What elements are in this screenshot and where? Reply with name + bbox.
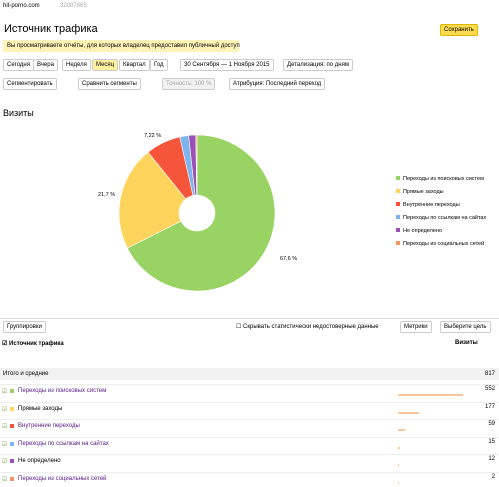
- date-range[interactable]: 30 Сентября — 1 Ноября 2015: [180, 59, 274, 71]
- legend-label: Прямые заходы: [403, 189, 444, 195]
- legend-swatch: [396, 228, 400, 232]
- total-label: Итого и средние: [3, 371, 49, 377]
- row-bar: [398, 394, 463, 396]
- total-value: 817: [484, 371, 495, 377]
- row-checkbox[interactable]: ☑: [2, 459, 8, 466]
- row-icon: [10, 406, 14, 411]
- goal[interactable]: Выберите цель: [440, 321, 491, 333]
- column-header-text: Источник трафика: [9, 341, 64, 347]
- row-icon: [10, 389, 14, 393]
- row-name[interactable]: Переходы по ссылкам на сайтах: [18, 440, 109, 447]
- row-value: 12: [488, 456, 495, 463]
- row-bar: [398, 411, 419, 414]
- row-icon: [10, 441, 14, 446]
- row-checkbox[interactable]: ☑: [2, 424, 8, 431]
- period-button[interactable]: Сегодня: [3, 59, 34, 71]
- donut-slice: [118, 151, 187, 249]
- row-value: 177: [484, 403, 495, 410]
- donut-label: 21,7 %: [98, 192, 115, 198]
- total-row: [0, 368, 499, 380]
- attribution[interactable]: Атрибуция: Последний переход: [229, 78, 326, 90]
- segment[interactable]: Сегментировать: [3, 78, 57, 90]
- legend-label: Переходы по ссылкам на сайтах: [403, 214, 486, 221]
- row-line: [0, 454, 499, 456]
- hide-label: Скрывать статистически недостоверные дан…: [243, 324, 379, 330]
- period-button[interactable]: Неделя: [62, 59, 91, 71]
- row-value: 59: [488, 421, 495, 428]
- row-checkbox[interactable]: ☑: [2, 406, 8, 413]
- row-name[interactable]: Переходы из социальных сетей: [18, 476, 107, 482]
- legend-swatch: [396, 241, 400, 245]
- row-checkbox[interactable]: ☑: [2, 441, 8, 448]
- row-value: 2: [491, 474, 495, 480]
- period-button[interactable]: Год: [150, 59, 168, 71]
- period-button[interactable]: Месяц: [92, 59, 119, 71]
- row-icon: [10, 477, 14, 481]
- row-icon: [10, 459, 14, 464]
- row-line: [0, 436, 499, 438]
- groupings[interactable]: Группировки: [3, 321, 46, 333]
- row-value: 15: [488, 438, 495, 445]
- donut-slice: [126, 134, 276, 292]
- row-checkbox[interactable]: ☑: [2, 389, 8, 395]
- metrics[interactable]: Метрики: [400, 321, 432, 333]
- legend-label: Переходы из социальных сетей: [403, 240, 484, 247]
- site[interactable]: hit-porno.com: [3, 3, 40, 9]
- row-name[interactable]: Прямые заходы: [18, 405, 63, 412]
- row-name[interactable]: Внутренние переходы: [18, 423, 80, 430]
- hide-unreliable[interactable]: ☐ Скрывать статистически недостоверные д…: [236, 324, 379, 330]
- legend-swatch: [396, 215, 400, 219]
- row-name[interactable]: Переходы из поисковых систем: [18, 388, 107, 394]
- row-icon: [10, 424, 14, 429]
- donut-chart: Переходы из поисковых систем Прямые заход…: [98, 133, 486, 292]
- row-line: [0, 472, 499, 473]
- row-name[interactable]: Не определено: [18, 458, 61, 465]
- row-bar: [398, 464, 400, 467]
- accuracy[interactable]: Точность: 100 %: [162, 78, 216, 90]
- legend-swatch: [396, 189, 400, 193]
- legend-swatch: [396, 176, 400, 180]
- save-button[interactable]: Сохранить: [440, 24, 478, 36]
- notice: Вы просматриваете отчёты, для которых вл…: [3, 40, 240, 52]
- row-line: [0, 401, 499, 403]
- counter: 32087865: [60, 3, 87, 9]
- legend-label: Не определено: [403, 228, 442, 234]
- row-bar: [398, 446, 400, 449]
- row-line: [0, 384, 499, 385]
- donut-slice: [195, 134, 198, 196]
- column-header: ☑ Источник трафика: [2, 341, 64, 347]
- legend-swatch: [396, 202, 400, 206]
- metric-header: Визиты: [455, 340, 478, 346]
- row-value: 552: [484, 386, 495, 392]
- legend-label: Переходы из поисковых систем: [403, 176, 484, 182]
- donut-label: 67,6 %: [280, 256, 297, 262]
- row-line: [0, 419, 499, 421]
- detail[interactable]: Детализация: по дням: [283, 59, 353, 71]
- period-button[interactable]: Квартал: [119, 59, 150, 71]
- divider: [0, 318, 499, 319]
- metric-title: Визиты: [3, 108, 34, 118]
- donut-label: 7,22 %: [144, 133, 161, 139]
- compare[interactable]: Сравнить сегменты: [78, 78, 141, 90]
- row-checkbox[interactable]: ☑: [2, 477, 8, 483]
- period-button[interactable]: Вчера: [33, 59, 58, 71]
- legend-label: Внутренние переходы: [403, 202, 460, 208]
- row-bar: [398, 429, 405, 432]
- page-title: Источник трафика: [4, 23, 98, 35]
